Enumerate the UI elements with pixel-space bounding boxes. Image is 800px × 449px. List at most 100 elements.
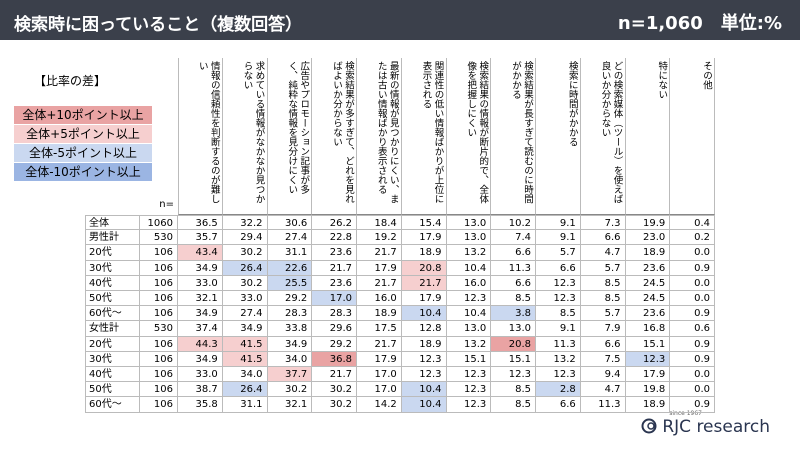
data-cell: 35.8 [178,397,223,413]
data-cell: 17.9 [357,351,402,367]
data-cell: 30.2 [222,275,268,291]
column-header: 最新の情報が見つかりにくい、または古い情報ばかり表示される [357,58,402,215]
column-header: どの検索媒体（ツール）を使えば良いか分からない [580,58,626,215]
data-cell: 29.2 [312,336,357,352]
data-cell: 31.1 [267,245,313,261]
data-cell: 41.5 [222,351,268,367]
legend-item: 全体+10ポイント以上 [14,106,152,124]
data-cell: 34.9 [267,336,313,352]
legend-item: 全体-5ポイント以上 [14,144,152,162]
data-cell: 24.5 [625,275,671,291]
data-cell: 10.2 [491,215,536,231]
row-label: 50代 [85,382,140,398]
column-header: 検索に時間がかかる [536,58,581,215]
data-cell: 43.4 [178,245,223,261]
data-cell: 16.8 [625,321,671,337]
data-cell: 15.1 [446,351,492,367]
data-cell: 5.7 [580,306,626,322]
data-cell: 9.1 [536,215,581,231]
data-cell: 12.3 [491,367,536,383]
data-cell: 5.7 [580,260,626,276]
data-cell: 12.3 [401,351,447,367]
row-n: 106 [140,336,178,352]
row-n: 106 [140,397,178,413]
row-label: 60代～ [85,306,140,322]
data-cell: 31.1 [222,397,268,413]
data-cell: 10.4 [401,397,447,413]
data-cell: 15.1 [491,351,536,367]
data-cell: 21.7 [357,336,402,352]
row-label: 40代 [85,275,140,291]
data-cell: 18.9 [401,245,447,261]
data-cell: 13.0 [491,321,536,337]
data-cell: 18.9 [357,306,402,322]
data-cell: 8.5 [491,382,536,398]
data-cell: 11.3 [491,260,536,276]
data-cell: 32.1 [178,291,223,307]
data-cell: 20.8 [401,260,447,276]
logo-since: since 1967 [669,410,702,417]
data-cell: 23.6 [312,275,357,291]
data-cell: 20.8 [491,336,536,352]
data-cell: 25.5 [267,275,313,291]
data-cell: 6.6 [491,275,536,291]
data-cell: 30.2 [267,382,313,398]
data-cell: 0.6 [670,321,715,337]
data-cell: 36.5 [178,215,223,231]
data-cell: 18.4 [357,215,402,231]
data-cell: 16.0 [446,275,492,291]
data-cell: 8.5 [580,275,626,291]
data-cell: 37.4 [178,321,223,337]
data-cell: 23.0 [625,230,671,246]
column-header: 検索結果の情報が断片的で、全体像を把握しにくい [446,58,492,215]
data-cell: 11.3 [580,397,626,413]
legend-item: 全体-10ポイント以上 [14,163,152,181]
data-cell: 6.6 [536,397,581,413]
data-cell: 8.5 [580,291,626,307]
row-n: 106 [140,275,178,291]
data-cell: 15.1 [625,336,671,352]
logo-icon [641,418,657,434]
row-n: 106 [140,306,178,322]
data-cell: 17.0 [312,291,357,307]
column-header: 検索結果が多すぎて、どれを見ればよいか分からない [312,58,357,215]
data-cell: 38.7 [178,382,223,398]
data-cell: 23.6 [625,306,671,322]
data-cell: 30.2 [222,245,268,261]
data-cell: 17.5 [357,321,402,337]
row-n: 106 [140,367,178,383]
row-n: 106 [140,245,178,261]
data-cell: 4.7 [580,245,626,261]
row-label: 40代 [85,367,140,383]
data-cell: 12.3 [536,291,581,307]
column-header: 情報の信頼性を判断するのが難しい [178,58,223,215]
data-cell: 6.6 [580,230,626,246]
data-cell: 7.4 [491,230,536,246]
data-cell: 18.9 [625,397,671,413]
data-cell: 26.4 [222,260,268,276]
data-cell: 12.3 [446,382,492,398]
data-cell: 26.4 [222,382,268,398]
column-header: 検索結果が長すぎて読むのに時間がかかる [491,58,536,215]
data-cell: 33.0 [222,291,268,307]
data-cell: 0.9 [670,397,715,413]
data-cell: 6.6 [491,245,536,261]
header-bar: 検索時に困っていること（複数回答） n=1,060 単位:% [0,0,800,40]
row-label: 60代～ [85,397,140,413]
data-cell: 17.9 [625,367,671,383]
row-label: 女性計 [85,321,140,337]
row-label: 20代 [85,336,140,352]
data-cell: 28.3 [312,306,357,322]
data-cell: 9.1 [536,321,581,337]
legend-item: 全体+5ポイント以上 [14,125,152,143]
data-cell: 7.3 [580,215,626,231]
data-cell: 33.8 [267,321,313,337]
data-cell: 0.0 [670,275,715,291]
data-cell: 8.5 [536,306,581,322]
data-cell: 19.2 [357,230,402,246]
data-cell: 12.3 [536,275,581,291]
data-cell: 12.3 [536,367,581,383]
row-n: 1060 [140,215,178,231]
data-cell: 17.9 [357,260,402,276]
column-header: 特にない [625,58,671,215]
